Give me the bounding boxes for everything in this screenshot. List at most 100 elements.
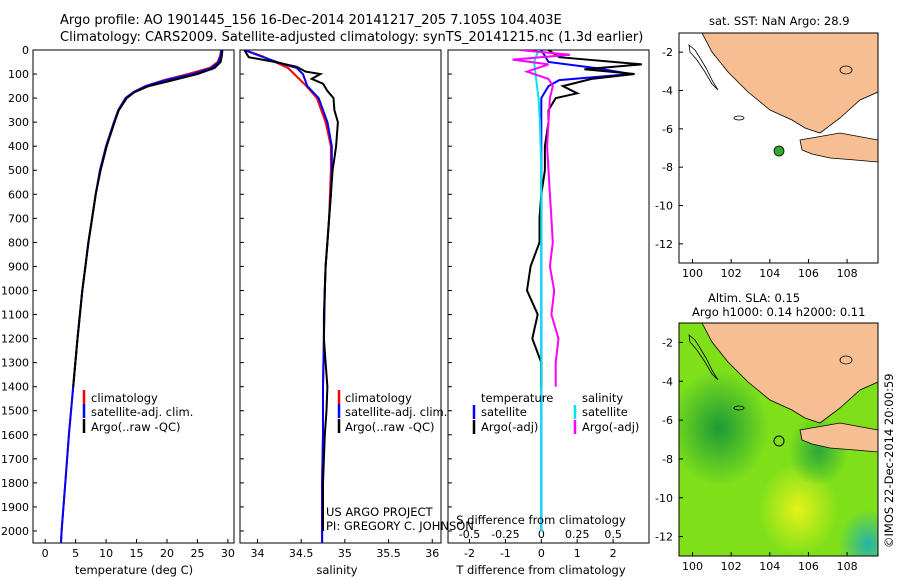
float-position-marker bbox=[773, 145, 785, 157]
lat-tick-label: -2 bbox=[662, 336, 673, 349]
sst-map-axes: 100 102 104 106 108 -2 -4 -6 -8 -10 -12 bbox=[655, 46, 858, 280]
t-difference-axis-label: T difference from climatology bbox=[455, 563, 626, 577]
depth-axis: 0 100 200 300 400 500 600 700 800 900 1000 1100 1200… bbox=[1, 44, 452, 538]
legend-argo-label: Argo(..raw -QC) bbox=[345, 420, 435, 434]
x-tick-label: 5 bbox=[72, 547, 79, 560]
depth-tick-label: 1200 bbox=[1, 333, 29, 346]
depth-tick-label: 400 bbox=[8, 140, 29, 153]
legend-satellite-label: satellite-adj. clim. bbox=[345, 405, 447, 419]
depth-tick-label: 1900 bbox=[1, 501, 29, 514]
header-line-1: Argo profile: AO 1901445_156 16-Dec-2014… bbox=[60, 13, 562, 28]
depth-tick-label: 100 bbox=[8, 68, 29, 81]
lat-tick-label: -6 bbox=[662, 414, 673, 427]
x-tick-label: -1 bbox=[500, 547, 511, 560]
imos-watermark: ©IMOS 22-Dec-2014 20:00:59 bbox=[882, 373, 896, 548]
lon-tick-label: 108 bbox=[837, 560, 858, 573]
lat-tick-label: -12 bbox=[655, 531, 673, 544]
x-tick-label: 1 bbox=[574, 547, 581, 560]
java-land bbox=[799, 132, 878, 163]
depth-tick-label: 800 bbox=[8, 236, 29, 249]
depth-tick-label: 1300 bbox=[1, 357, 29, 370]
depth-tick-label: 1600 bbox=[1, 429, 29, 442]
x-tick-label: 34 bbox=[250, 547, 264, 560]
difference-series bbox=[512, 50, 642, 531]
x-tick-label: 30 bbox=[221, 547, 235, 560]
lat-tick-label: -4 bbox=[662, 85, 673, 98]
series-argo-raw-qc- bbox=[72, 50, 224, 387]
s-diff-tick-label: -0.5 bbox=[459, 528, 480, 541]
lat-tick-label: -8 bbox=[662, 453, 673, 466]
series-climatology bbox=[244, 50, 332, 543]
salinity-panel-frame bbox=[239, 49, 442, 544]
lat-tick-label: -10 bbox=[655, 200, 673, 213]
s-diff-tick-label: 0 bbox=[538, 528, 545, 541]
depth-tick-label: 0 bbox=[22, 44, 29, 57]
depth-tick-label: 1800 bbox=[1, 477, 29, 490]
x-tick-label: 36 bbox=[425, 547, 439, 560]
sst-map-frame bbox=[678, 32, 879, 264]
mentawai-islands bbox=[688, 44, 719, 91]
salinity-legend: climatology satellite-adj. clim. Argo(..… bbox=[337, 390, 447, 434]
lat-tick-label: -10 bbox=[655, 492, 673, 505]
salinity-x-axis: 34 34.5 35 35.5 36 bbox=[250, 539, 439, 560]
small-island bbox=[733, 405, 745, 411]
x-tick-label: 35 bbox=[338, 547, 352, 560]
temperature-legend: climatology satellite-adj. clim. Argo(..… bbox=[82, 390, 193, 434]
bangka-island bbox=[839, 355, 853, 365]
temperature-series bbox=[60, 50, 224, 543]
mentawai-islands bbox=[688, 334, 719, 381]
difference-legend: temperature salinity satellite Argo(-adj… bbox=[472, 391, 639, 434]
header-line-2: Climatology: CARS2009. Satellite-adjuste… bbox=[60, 30, 643, 45]
legend-salinity-title: salinity bbox=[582, 391, 623, 405]
depth-tick-label: 1000 bbox=[1, 284, 29, 297]
lon-tick-label: 104 bbox=[759, 267, 780, 280]
float-position-marker bbox=[773, 435, 785, 447]
legend-climatology-label: climatology bbox=[345, 391, 412, 405]
lon-tick-label: 108 bbox=[837, 267, 858, 280]
depth-tick-label: 2000 bbox=[1, 525, 29, 538]
legend-temperature-title: temperature bbox=[481, 391, 553, 405]
small-island bbox=[733, 115, 745, 121]
series-temperature-argo-adj- bbox=[525, 50, 642, 387]
credit-pi: PI: GREGORY C. JOHNSON bbox=[326, 519, 474, 533]
x-tick-label: 10 bbox=[99, 547, 113, 560]
sumatra-land bbox=[701, 33, 878, 134]
depth-tick-label: 900 bbox=[8, 260, 29, 273]
series-satellite-adj-clim- bbox=[60, 50, 223, 543]
legend-s-argo-label: Argo(-adj) bbox=[582, 420, 639, 434]
lat-tick-label: -12 bbox=[655, 238, 673, 251]
legend-satellite-label: satellite-adj. clim. bbox=[91, 405, 193, 419]
java-land bbox=[799, 422, 878, 453]
sla-map-axes: 100 102 104 106 108 -2 -4 -6 -8 -10 -12 bbox=[655, 336, 858, 573]
lon-tick-label: 104 bbox=[759, 560, 780, 573]
depth-tick-label: 600 bbox=[8, 188, 29, 201]
s-diff-tick-label: -0.25 bbox=[491, 528, 519, 541]
series-salinity-argo-adj- bbox=[512, 50, 571, 387]
legend-argo-label: Argo(..raw -QC) bbox=[91, 420, 181, 434]
depth-tick-label: 1400 bbox=[1, 381, 29, 394]
lon-tick-label: 100 bbox=[682, 267, 703, 280]
temperature-axis-label: temperature (deg C) bbox=[75, 563, 193, 577]
legend-s-satellite-label: satellite bbox=[582, 405, 628, 419]
sla-map-frame bbox=[678, 322, 879, 557]
x-tick-label: 25 bbox=[190, 547, 204, 560]
legend-t-argo-label: Argo(-adj) bbox=[481, 420, 538, 434]
lon-tick-label: 102 bbox=[721, 267, 742, 280]
series-argo-raw-qc- bbox=[243, 50, 339, 531]
temperature-x-axis: 0 5 10 15 20 25 30 bbox=[42, 539, 235, 560]
x-tick-label: 0 bbox=[42, 547, 49, 560]
bangka-island bbox=[839, 65, 853, 75]
sla-map-title-2: Argo h1000: 0.14 h2000: 0.11 bbox=[692, 305, 865, 319]
depth-tick-label: 300 bbox=[8, 116, 29, 129]
lon-tick-label: 106 bbox=[798, 267, 819, 280]
t-difference-x-axis: -2 -1 0 1 2 bbox=[464, 539, 617, 560]
legend-t-satellite-label: satellite bbox=[481, 405, 527, 419]
legend-climatology-label: climatology bbox=[91, 391, 158, 405]
lon-tick-label: 102 bbox=[721, 560, 742, 573]
x-tick-label: 34.5 bbox=[289, 547, 314, 560]
x-tick-label: 15 bbox=[130, 547, 144, 560]
s-difference-x-axis: -0.5 -0.25 0 0.25 0.5 bbox=[459, 528, 622, 541]
depth-tick-label: 1700 bbox=[1, 453, 29, 466]
credit-project: US ARGO PROJECT bbox=[326, 505, 434, 519]
